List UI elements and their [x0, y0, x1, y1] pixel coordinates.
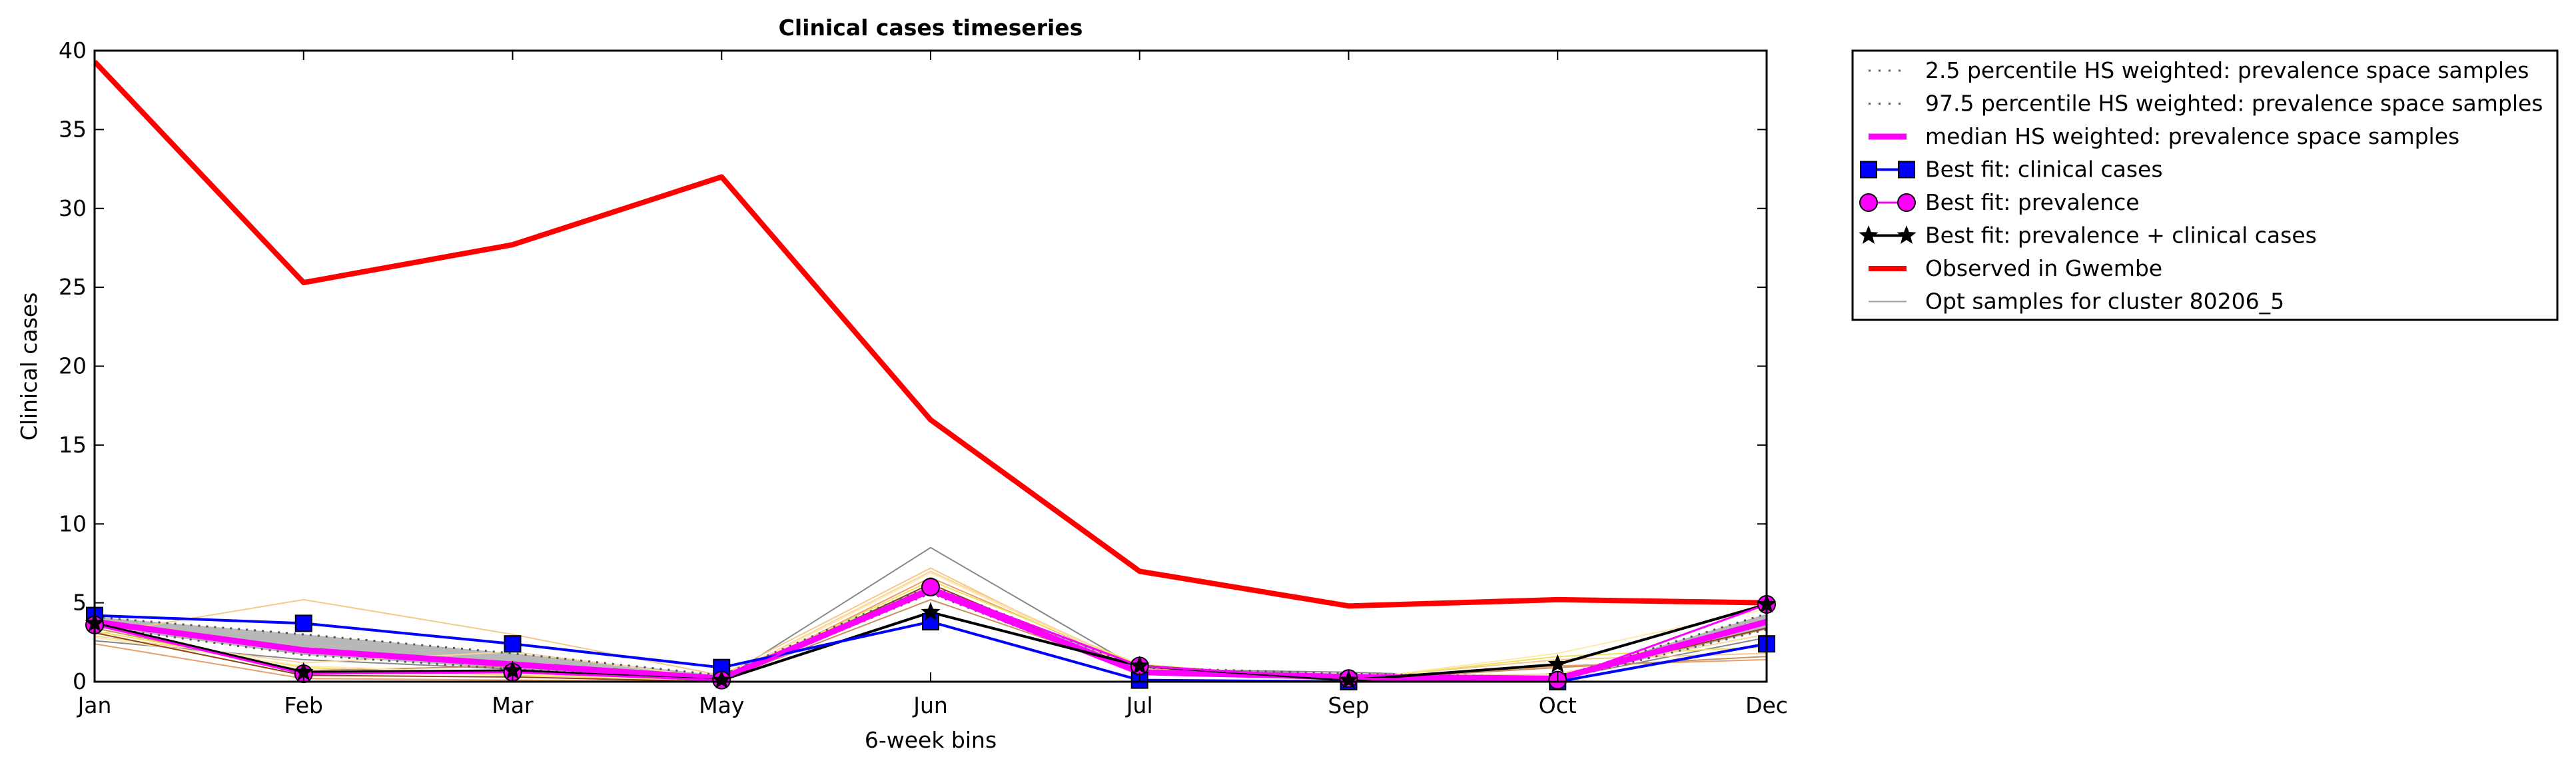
combined-fit-marker-8 — [1547, 654, 1567, 673]
legend-marker-5b — [1897, 193, 1916, 212]
x-tick-label: May — [699, 692, 744, 718]
legend-label-4: Best fit: clinical cases — [1925, 157, 2163, 183]
y-tick-label: 25 — [59, 274, 87, 300]
percentile-band — [95, 585, 1767, 680]
plot-area — [85, 59, 1777, 690]
legend-box — [1851, 49, 2559, 321]
y-tick-label: 35 — [59, 116, 87, 142]
legend-label-6: Best fit: prevalence + clinical cases — [1925, 223, 2317, 249]
prevalence-marker-5 — [921, 577, 940, 596]
legend-marker-5a — [1859, 193, 1878, 212]
x-axis-label: 6-week bins — [865, 727, 997, 753]
x-tick-label: Jun — [912, 692, 948, 718]
y-axis-label: Clinical cases — [16, 293, 42, 441]
combined-fit-marker-5 — [921, 602, 941, 621]
axes: 0 5 10 15 20 25 30 35 40 Jan Feb Mar May Jun Jul Sep Oct… — [59, 37, 1788, 718]
legend-marker-6b — [1897, 225, 1917, 244]
y-tick-label: 10 — [59, 510, 87, 536]
observed-gwembe-line — [95, 59, 1767, 609]
clinical-cases-marker-3 — [504, 635, 522, 653]
legend-marker-4b — [1898, 161, 1915, 179]
y-tick-label: 0 — [73, 668, 87, 694]
legend-marker-4a — [1860, 161, 1877, 179]
legend-label-5: Best fit: prevalence — [1925, 189, 2140, 215]
x-tick-label: Jan — [77, 692, 112, 718]
x-tick-label: Oct — [1539, 692, 1577, 718]
x-tick-label: Mar — [492, 692, 534, 718]
legend-marker-6a — [1859, 225, 1879, 244]
y-tick-label: 30 — [59, 195, 87, 221]
x-tick-label: Sep — [1328, 692, 1369, 718]
chart-title: Clinical cases timeseries — [779, 15, 1083, 41]
legend-label-8: Opt samples for cluster 80206_5 — [1925, 289, 2284, 315]
legend-label-7: Observed in Gwembe — [1925, 255, 2162, 281]
x-tick-label: Feb — [284, 692, 323, 718]
x-tick-label: Dec — [1745, 692, 1788, 718]
y-tick-label: 15 — [59, 432, 87, 458]
legend: 2.5 percentile HS weighted: prevalence s… — [1851, 49, 2559, 321]
y-tick-label: 40 — [59, 37, 87, 63]
opt-sample-line-7 — [95, 572, 1767, 681]
legend-label-3: median HS weighted: prevalence space sam… — [1925, 123, 2459, 149]
clinical-cases-marker-2 — [294, 614, 312, 632]
x-tick-label: Jul — [1125, 692, 1153, 718]
legend-label-2: 97.5 percentile HS weighted: prevalence … — [1925, 91, 2543, 117]
y-tick-label: 20 — [59, 353, 87, 379]
opt-sample-line-2 — [95, 567, 1767, 680]
legend-label-1: 2.5 percentile HS weighted: prevalence s… — [1925, 57, 2529, 83]
y-tick-label: 5 — [73, 590, 87, 616]
combined-fit-marker-6 — [1130, 655, 1150, 674]
